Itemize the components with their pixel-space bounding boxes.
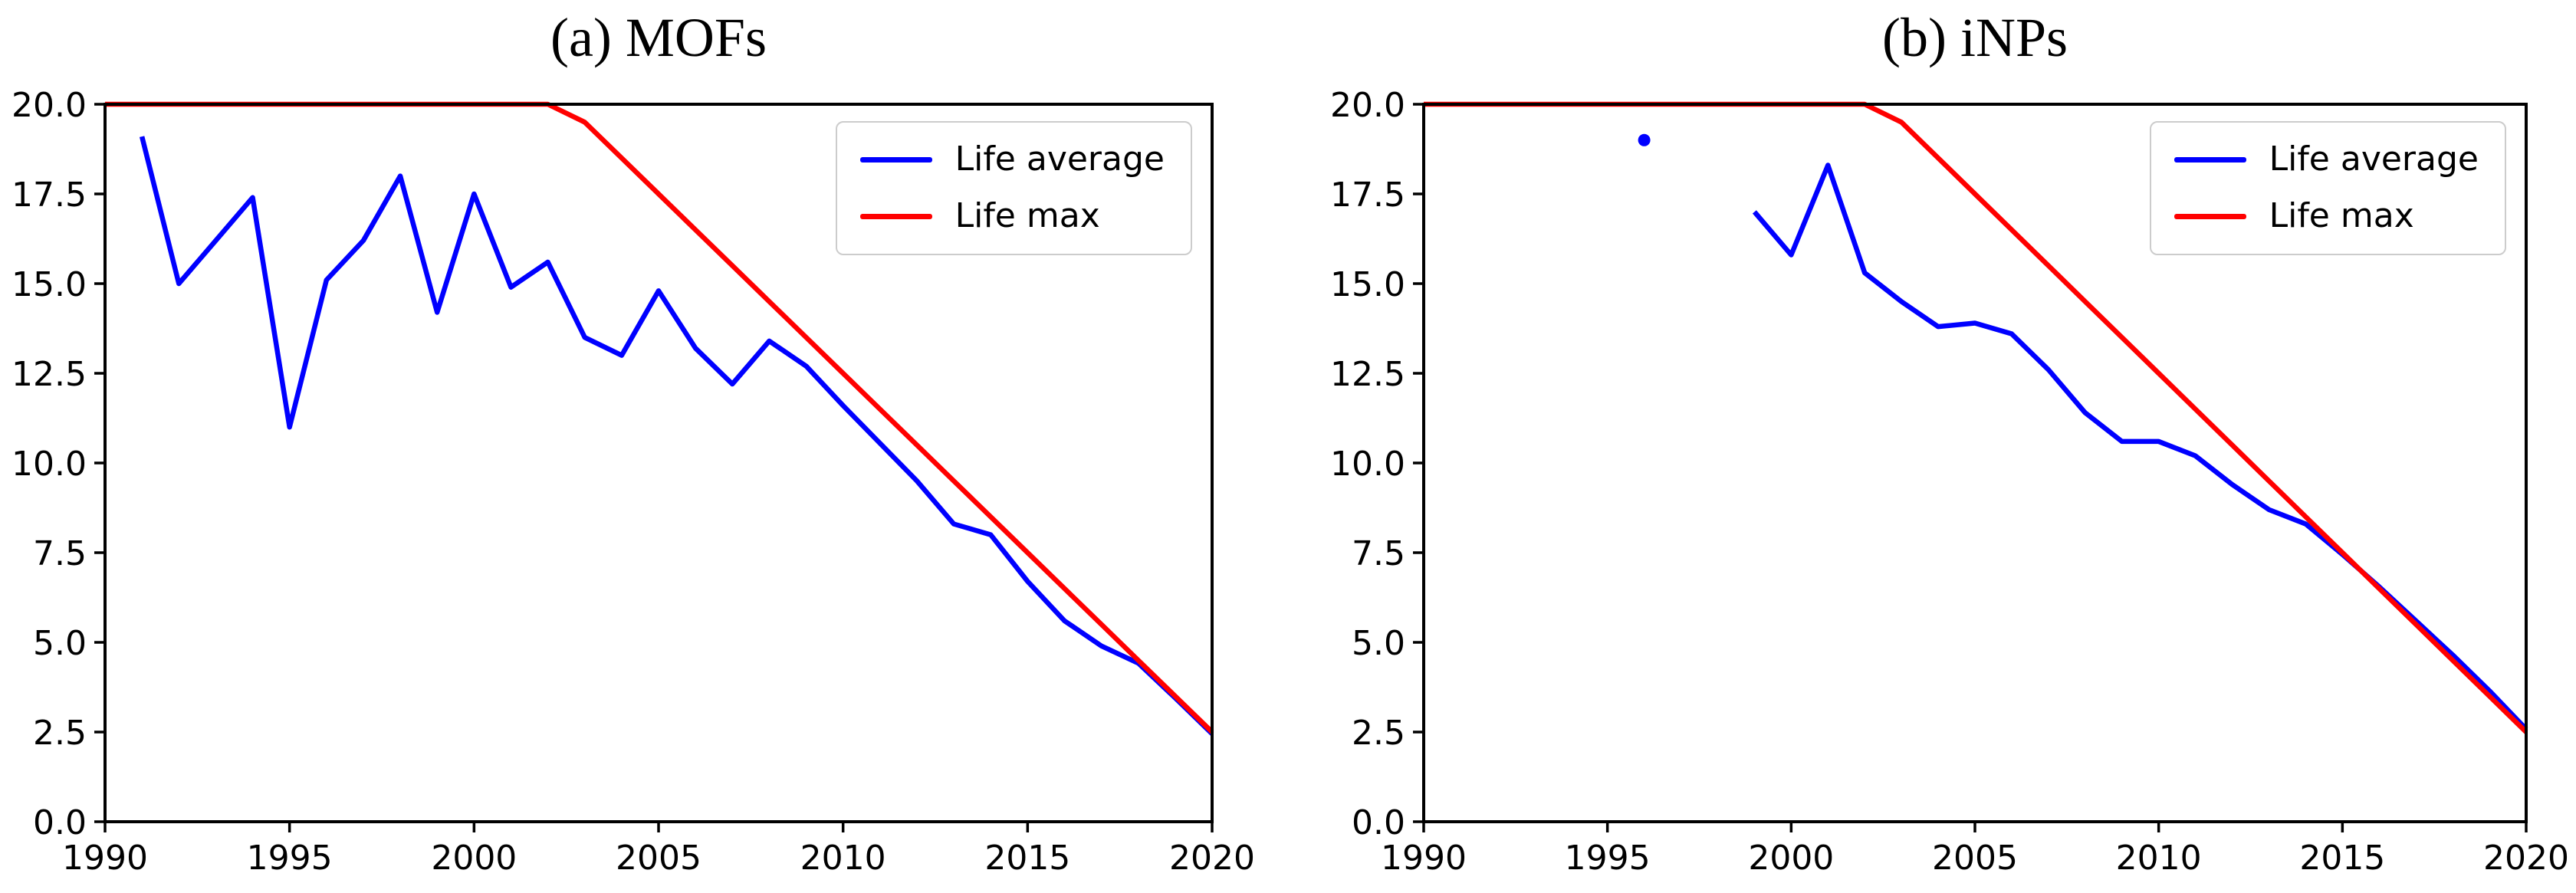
legend-label-life-max: Life max xyxy=(2269,196,2414,236)
y-tick-label: 10.0 xyxy=(1330,445,1405,484)
chart-title-mofs: (a) MOFs xyxy=(550,7,767,68)
plot-area-mofs: 1990 1995 2000 2005 2010 2015 2020 0.0 2.5 5.0 7.5… xyxy=(12,86,1255,878)
life-average-legend-line-icon xyxy=(2174,156,2246,163)
isolated-life-average-point xyxy=(1638,133,1651,146)
x-tick-label: 1990 xyxy=(1381,839,1467,878)
legend-label-life-average: Life average xyxy=(955,140,1165,179)
life-average-legend-line-icon xyxy=(859,156,932,163)
y-tick-label: 20.0 xyxy=(1330,86,1405,125)
x-tick-label: 1995 xyxy=(247,839,333,878)
x-tick-label: 2015 xyxy=(2299,839,2385,878)
y-tick-label: 12.5 xyxy=(12,355,87,394)
x-tick-label: 2020 xyxy=(2483,839,2569,878)
y-tick-label: 17.5 xyxy=(12,176,87,215)
x-tick-label: 2010 xyxy=(2116,839,2202,878)
y-tick-label: 5.0 xyxy=(1352,624,1405,663)
legend-item-life-max: Life max xyxy=(2174,196,2479,236)
x-tick-label: 2000 xyxy=(431,839,517,878)
x-tick-label: 1990 xyxy=(62,839,148,878)
x-tick-label: 1995 xyxy=(1565,839,1651,878)
legend-item-life-average: Life average xyxy=(859,140,1165,179)
x-tick-label: 2020 xyxy=(1169,839,1255,878)
y-tick-label: 7.5 xyxy=(33,534,87,573)
y-tick-label: 15.0 xyxy=(1330,265,1405,304)
y-tick-label: 20.0 xyxy=(12,86,87,125)
plot-area-inps: 1990 1995 2000 2005 2010 2015 2020 0.0 2.5 5.0 7.5… xyxy=(1330,86,2569,878)
x-tick-label: 2005 xyxy=(1932,839,2018,878)
y-tick-label: 0.0 xyxy=(1352,803,1405,842)
legend-item-life-average: Life average xyxy=(2174,140,2479,179)
y-tick-label: 10.0 xyxy=(12,445,87,484)
x-tick-label: 2010 xyxy=(800,839,886,878)
y-tick-label: 17.5 xyxy=(1330,176,1405,215)
y-tick-label: 2.5 xyxy=(33,714,87,753)
x-tick-label: 2000 xyxy=(1748,839,1834,878)
x-tick-label: 2015 xyxy=(984,839,1070,878)
axes-spines xyxy=(1422,103,2528,823)
y-tick-label: 7.5 xyxy=(1352,534,1405,573)
x-tick-label: 2005 xyxy=(616,839,702,878)
y-tick-label: 15.0 xyxy=(12,265,87,304)
legend-label-life-max: Life max xyxy=(955,196,1100,236)
legend-label-life-average: Life average xyxy=(2269,140,2479,179)
life-average-line xyxy=(139,136,1214,736)
y-tick-label: 12.5 xyxy=(1330,355,1405,394)
legend-mofs: Life average Life max xyxy=(835,121,1192,255)
life-max-legend-line-icon xyxy=(859,214,932,220)
chart-mofs: (a) MOFs 1990 1995 2000 2005 2010 2015 2020 0.0… xyxy=(12,7,1255,878)
chart-inps: (b) iNPs 1990 1995 2000 2005 2010 2015 2020 0.0… xyxy=(1288,0,2576,893)
legend-item-life-max: Life max xyxy=(859,196,1165,236)
y-tick-label: 5.0 xyxy=(33,624,87,663)
y-tick-label: 0.0 xyxy=(33,803,87,842)
y-tick-label: 2.5 xyxy=(1352,714,1405,753)
chart-title-inps: (b) iNPs xyxy=(1881,7,2068,68)
axes-spines xyxy=(104,103,1214,823)
life-max-legend-line-icon xyxy=(2174,214,2246,220)
legend-inps: Life average Life max xyxy=(2149,121,2506,255)
